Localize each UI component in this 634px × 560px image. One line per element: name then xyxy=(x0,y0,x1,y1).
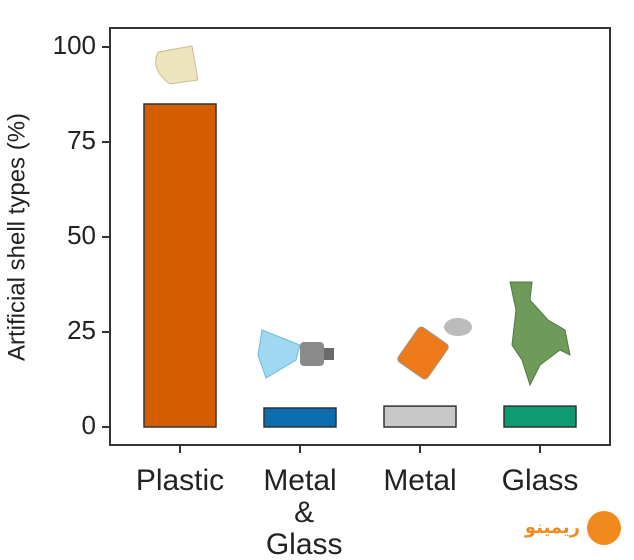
x-tick-label: Metal xyxy=(383,464,456,497)
watermark: ریمینو xyxy=(524,511,621,545)
glass-icon xyxy=(509,281,571,387)
y-tick-label: 50 xyxy=(67,220,96,250)
y-tick-label: 25 xyxy=(67,315,96,345)
metal-icon xyxy=(397,318,472,380)
bar xyxy=(383,405,457,428)
x-tick-label: Metal & Glass xyxy=(257,464,342,560)
plastic-icon xyxy=(155,45,199,85)
bar xyxy=(503,405,577,428)
y-tick-label: 75 xyxy=(67,125,96,155)
y-axis-label: Artificial shell types (%) xyxy=(3,113,30,361)
bar xyxy=(143,103,217,428)
bar xyxy=(263,407,337,428)
metal-glass-icon xyxy=(257,329,334,379)
y-tick-label: 0 xyxy=(82,410,96,440)
watermark-text: ریمینو xyxy=(524,517,580,538)
x-tick-label: Glass xyxy=(502,464,579,497)
x-tick-label: Plastic xyxy=(136,464,224,497)
y-tick-label: 100 xyxy=(53,30,96,60)
